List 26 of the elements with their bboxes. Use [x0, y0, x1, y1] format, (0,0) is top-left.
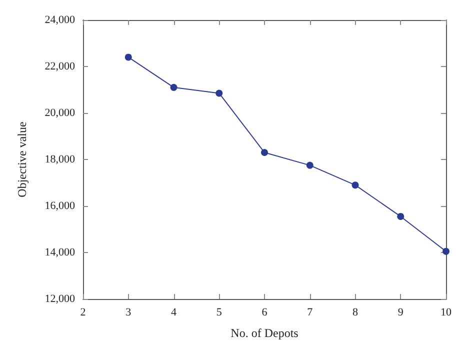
point — [442, 248, 450, 255]
y-tick-label: 24,000 — [44, 14, 76, 26]
y-tick-label: 22,000 — [44, 60, 76, 72]
point — [306, 162, 314, 169]
x-tick-label: 8 — [352, 306, 358, 318]
x-tick-label: 5 — [216, 306, 222, 318]
point — [352, 182, 359, 189]
x-tick-label: 10 — [440, 306, 452, 318]
x-tick-label: 2 — [80, 306, 86, 318]
y-axis-title: Objective value — [15, 122, 29, 198]
x-tick-label: 6 — [262, 306, 268, 318]
y-tick-label: 18,000 — [44, 154, 76, 166]
x-tick-label: 3 — [126, 306, 132, 318]
y-tick-label: 14,000 — [44, 246, 76, 258]
y-tick-label: 16,000 — [44, 200, 76, 212]
point — [216, 90, 223, 97]
x-tick-label: 4 — [171, 306, 177, 318]
point — [397, 212, 404, 220]
y-tick-label: 20,000 — [44, 107, 76, 119]
x-tick-label: 7 — [307, 306, 314, 318]
point — [261, 149, 268, 156]
point — [124, 54, 132, 61]
x-tick-label: 9 — [398, 306, 404, 318]
point — [170, 84, 178, 91]
x-axis-title: No. of Depots — [230, 326, 299, 340]
y-tick-label: 12,000 — [44, 293, 76, 305]
